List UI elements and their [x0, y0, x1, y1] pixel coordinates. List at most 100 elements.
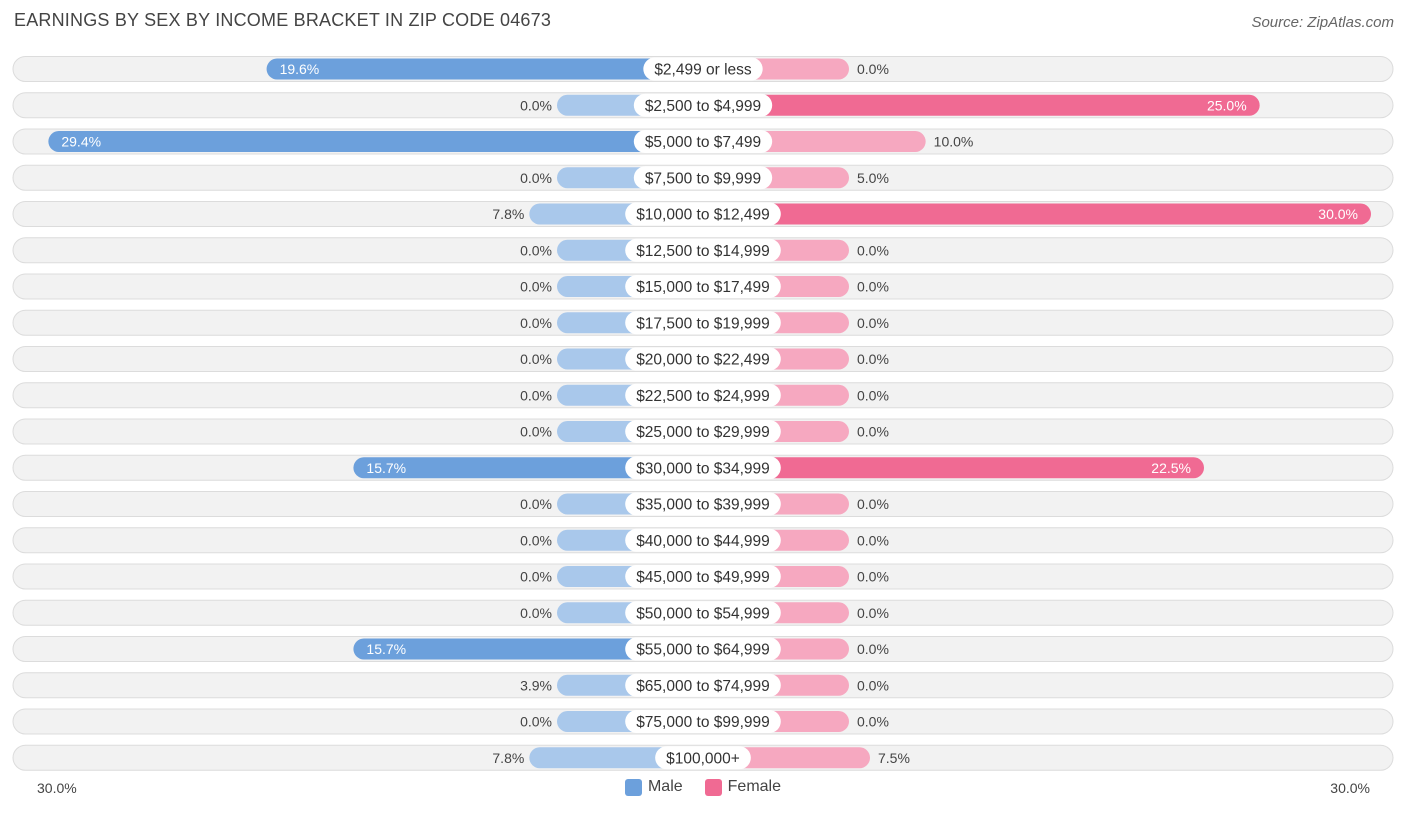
female-value-label: 22.5% — [1151, 460, 1191, 476]
category-pill — [625, 492, 781, 516]
male-value-label: 15.7% — [366, 641, 406, 657]
female-value-label: 0.0% — [857, 61, 889, 77]
category-pill — [625, 347, 781, 371]
male-value-label: 19.6% — [280, 61, 320, 77]
row-9: 0.0% 0.0% $22,500 to $24,999 — [12, 382, 1394, 409]
male-value-label: 0.0% — [520, 170, 552, 186]
category-pill — [625, 601, 781, 625]
row-17: 3.9% 0.0% $65,000 to $74,999 — [12, 672, 1394, 699]
male-value-label: 0.0% — [520, 279, 552, 295]
category-pill — [625, 673, 781, 697]
category-pill — [633, 130, 773, 153]
category-pill — [633, 166, 773, 190]
category-label: $10,000 to $12,499 — [636, 207, 770, 224]
category-label: $75,000 to $99,999 — [636, 714, 770, 731]
male-value-label: 15.7% — [366, 460, 406, 476]
category-label: $15,000 to $17,499 — [636, 279, 770, 296]
female-value-label: 0.0% — [857, 424, 889, 440]
female-value-label: 25.0% — [1207, 97, 1247, 113]
female-value-label: 5.0% — [857, 170, 889, 186]
male-swatch — [624, 778, 642, 796]
category-pill — [625, 456, 781, 480]
category-label: $35,000 to $39,999 — [636, 497, 770, 514]
male-value-label: 29.4% — [61, 134, 101, 150]
source-note: Source: ZipAtlas.com — [1251, 14, 1394, 31]
male-value-label: 3.9% — [520, 677, 552, 693]
male-bar — [48, 131, 704, 152]
male-value-label: 0.0% — [520, 315, 552, 331]
row-15: 0.0% 0.0% $50,000 to $54,999 — [12, 599, 1394, 626]
axis-left-label: 30.0% — [37, 780, 77, 796]
row-5: 0.0% 0.0% $12,500 to $14,999 — [12, 237, 1394, 264]
legend-female-label: Female — [727, 778, 782, 795]
category-pill — [625, 238, 781, 262]
category-label: $45,000 to $49,999 — [636, 569, 770, 586]
row-10: 0.0% 0.0% $25,000 to $29,999 — [12, 418, 1394, 445]
female-bar — [703, 203, 1371, 225]
female-value-label: 0.0% — [857, 677, 889, 693]
chart-title: EARNINGS BY SEX BY INCOME BRACKET IN ZIP… — [14, 10, 552, 30]
category-pill — [625, 420, 781, 443]
row-4: 7.8% 30.0% $10,000 to $12,499 — [12, 201, 1394, 227]
axis-right-label: 30.0% — [1330, 780, 1370, 796]
category-label: $65,000 to $74,999 — [636, 678, 770, 695]
female-value-label: 0.0% — [857, 714, 889, 730]
female-value-label: 7.5% — [878, 750, 910, 766]
legend-item-female[interactable]: Female — [704, 778, 782, 796]
female-value-label: 0.0% — [857, 387, 889, 403]
category-label: $30,000 to $34,999 — [636, 460, 770, 477]
row-7: 0.0% 0.0% $17,500 to $19,999 — [12, 309, 1394, 336]
category-label: $22,500 to $24,999 — [636, 388, 770, 405]
chart-area: 19.6% 0.0% $2,499 or less 0.0% 25.0% $2,500 t… — [12, 56, 1394, 771]
category-label: $7,500 to $9,999 — [645, 170, 761, 187]
row-16: 15.7% 0.0% $55,000 to $64,999 — [12, 636, 1394, 662]
category-pill — [655, 746, 751, 770]
row-12: 0.0% 0.0% $35,000 to $39,999 — [12, 491, 1394, 517]
male-value-label: 7.8% — [492, 206, 524, 222]
row-13: 0.0% 0.0% $40,000 to $44,999 — [12, 527, 1394, 554]
category-label: $25,000 to $29,999 — [636, 424, 770, 441]
category-label: $100,000+ — [666, 750, 740, 767]
category-label: $55,000 to $64,999 — [636, 642, 770, 659]
category-pill — [625, 275, 781, 298]
male-value-label: 0.0% — [520, 351, 552, 367]
female-value-label: 0.0% — [857, 532, 889, 548]
female-bar — [703, 94, 1260, 116]
category-pill — [625, 710, 781, 733]
female-swatch — [704, 778, 722, 796]
male-value-label: 0.0% — [520, 496, 552, 512]
row-18: 0.0% 0.0% $75,000 to $99,999 — [12, 708, 1394, 735]
category-pill — [625, 565, 781, 588]
female-value-label: 0.0% — [857, 569, 889, 585]
legend-item-male[interactable]: Male — [624, 778, 683, 796]
row-19: 7.8% 7.5% $100,000+ — [12, 744, 1394, 771]
female-value-label: 0.0% — [857, 605, 889, 621]
male-value-label: 7.8% — [492, 750, 524, 766]
row-11: 15.7% 22.5% $30,000 to $34,999 — [12, 454, 1394, 481]
category-label: $2,500 to $4,999 — [645, 98, 761, 115]
male-bar — [353, 457, 703, 479]
category-pill — [625, 311, 781, 335]
female-value-label: 30.0% — [1318, 206, 1358, 222]
male-value-label: 0.0% — [520, 714, 552, 730]
female-value-label: 0.0% — [857, 351, 889, 367]
category-pill — [625, 202, 781, 226]
category-pill — [625, 637, 781, 661]
legend-male-label: Male — [647, 778, 683, 795]
row-2: 29.4% 10.0% $5,000 to $7,499 — [12, 128, 1394, 155]
male-bar — [266, 58, 703, 80]
row-14: 0.0% 0.0% $45,000 to $49,999 — [12, 563, 1394, 590]
category-pill — [633, 93, 773, 117]
category-label: $5,000 to $7,499 — [645, 134, 761, 151]
female-value-label: 0.0% — [857, 315, 889, 331]
male-value-label: 0.0% — [520, 532, 552, 548]
category-label: $12,500 to $14,999 — [636, 243, 770, 260]
row-0: 19.6% 0.0% $2,499 or less — [12, 56, 1394, 82]
female-value-label: 0.0% — [857, 242, 889, 258]
row-6: 0.0% 0.0% $15,000 to $17,499 — [12, 273, 1394, 300]
female-value-label: 0.0% — [857, 641, 889, 657]
male-value-label: 0.0% — [520, 242, 552, 258]
row-3: 0.0% 5.0% $7,500 to $9,999 — [12, 164, 1394, 191]
category-pill — [625, 383, 781, 407]
male-value-label: 0.0% — [520, 605, 552, 621]
